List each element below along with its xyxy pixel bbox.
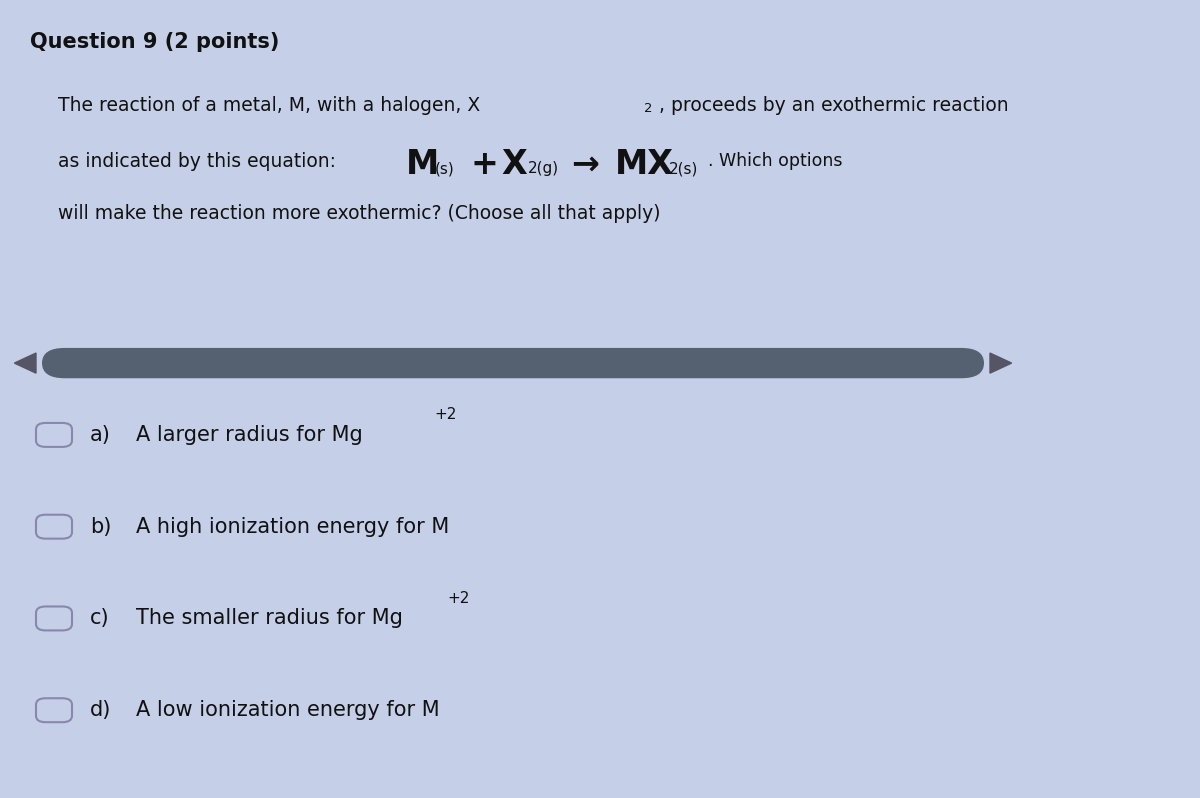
Text: +2: +2 xyxy=(448,591,470,606)
Text: +: + xyxy=(470,148,498,180)
Text: b): b) xyxy=(90,516,112,537)
Text: +2: +2 xyxy=(434,408,457,422)
Text: 2(s): 2(s) xyxy=(668,161,697,176)
Text: →: → xyxy=(571,148,599,180)
Text: The smaller radius for Mg: The smaller radius for Mg xyxy=(136,608,402,629)
Text: X: X xyxy=(502,148,527,180)
Text: . Which options: . Which options xyxy=(708,152,842,170)
Text: will make the reaction more exothermic? (Choose all that apply): will make the reaction more exothermic? … xyxy=(58,204,660,223)
Text: as indicated by this equation:: as indicated by this equation: xyxy=(58,152,342,171)
Text: MX: MX xyxy=(614,148,673,180)
Text: A larger radius for Mg: A larger radius for Mg xyxy=(136,425,362,445)
Text: d): d) xyxy=(90,700,112,721)
Polygon shape xyxy=(14,353,36,373)
FancyBboxPatch shape xyxy=(42,348,984,378)
Text: (s): (s) xyxy=(434,161,454,176)
Text: A low ionization energy for M: A low ionization energy for M xyxy=(136,700,439,721)
Text: 2(g): 2(g) xyxy=(528,161,559,176)
Text: 2: 2 xyxy=(643,102,653,115)
Text: a): a) xyxy=(90,425,110,445)
Text: Question 9 (2 points): Question 9 (2 points) xyxy=(30,32,280,52)
Text: A high ionization energy for M: A high ionization energy for M xyxy=(136,516,449,537)
Text: c): c) xyxy=(90,608,109,629)
Polygon shape xyxy=(990,353,1012,373)
Text: The reaction of a metal, M, with a halogen, X: The reaction of a metal, M, with a halog… xyxy=(58,96,480,115)
Text: , proceeds by an exothermic reaction: , proceeds by an exothermic reaction xyxy=(659,96,1008,115)
Text: M: M xyxy=(406,148,439,180)
